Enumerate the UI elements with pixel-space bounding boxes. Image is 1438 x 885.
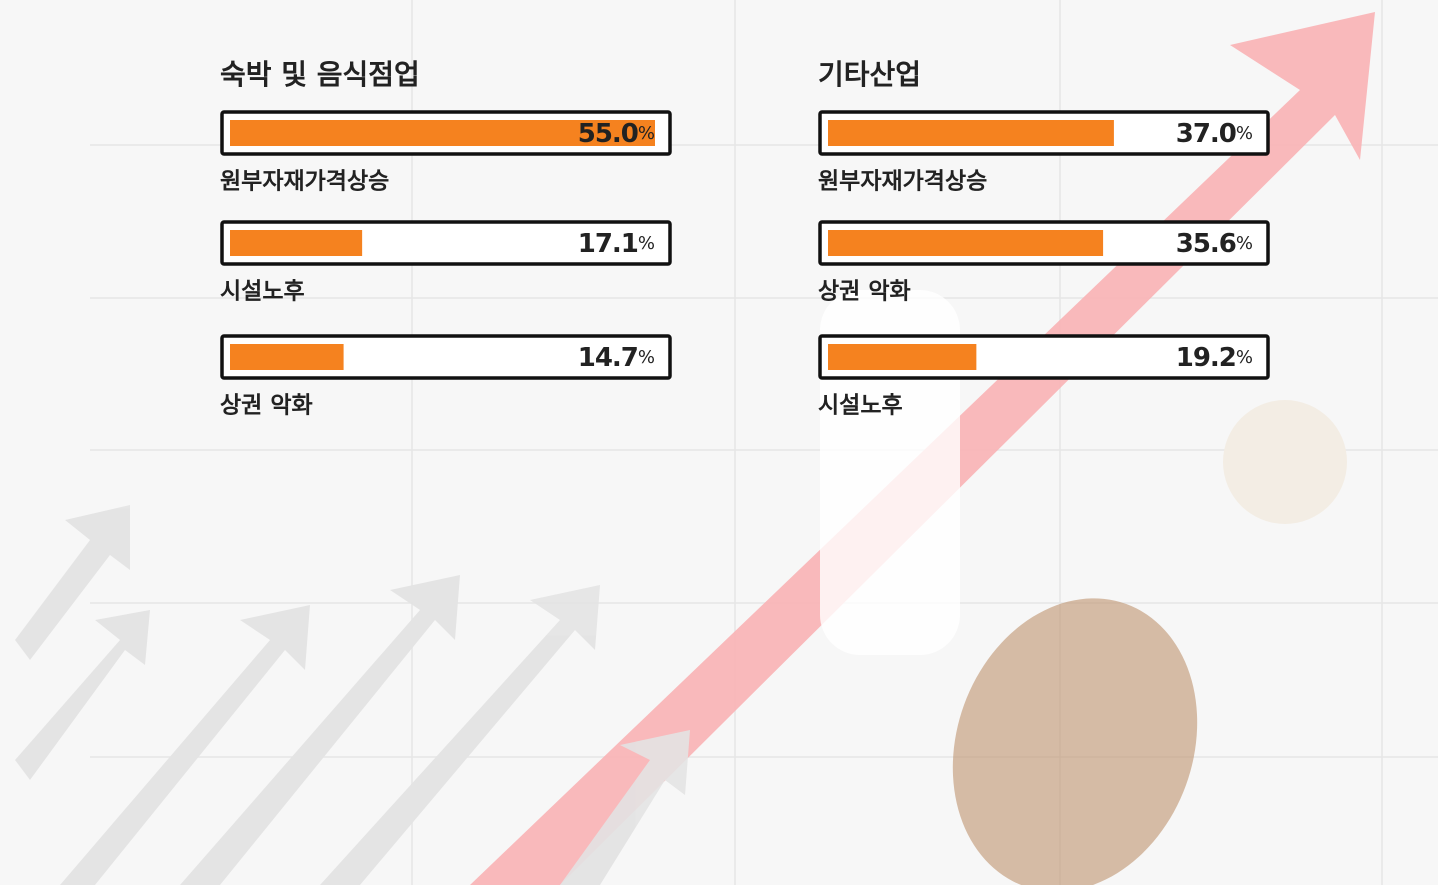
bar <box>828 230 1104 256</box>
bar <box>230 230 363 256</box>
value-label: 17.1% <box>578 229 655 259</box>
grey-arrows <box>15 505 690 885</box>
macaron <box>1223 400 1347 524</box>
bar <box>828 344 977 370</box>
value-label: 14.7% <box>578 343 655 373</box>
bar <box>230 120 655 146</box>
category-label: 원부자재가격상승 <box>220 169 389 195</box>
category-label: 상권 악화 <box>220 393 313 419</box>
bottle <box>820 290 960 655</box>
chart-title: 기타산업 <box>818 58 921 91</box>
category-label: 원부자재가격상승 <box>818 169 987 195</box>
bread <box>952 598 1198 885</box>
chart-title: 숙박 및 음식점업 <box>220 58 420 91</box>
value-label: 37.0% <box>1176 119 1253 149</box>
value-label: 19.2% <box>1176 343 1253 373</box>
bar <box>230 344 344 370</box>
category-label: 상권 악화 <box>818 279 911 305</box>
category-label: 시설노후 <box>818 393 903 419</box>
charts: 숙박 및 음식점업 55.0% 원부자재가격상승 17.1% 시설노후 14.7% 상권 악… <box>220 58 1270 419</box>
value-label: 35.6% <box>1176 229 1253 259</box>
category-label: 시설노후 <box>220 279 305 305</box>
bar <box>828 120 1114 146</box>
value-label: 55.0% <box>578 119 655 149</box>
